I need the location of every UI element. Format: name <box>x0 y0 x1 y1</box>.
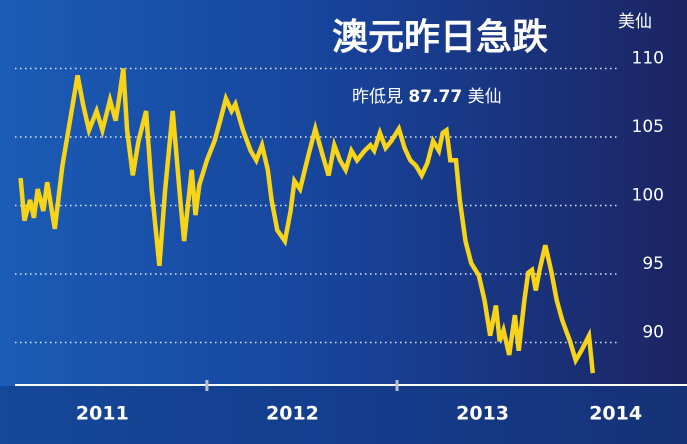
y-tick-label: 100 <box>632 186 664 206</box>
annotation-prefix: 昨低見 <box>352 87 403 107</box>
line <box>18 68 596 374</box>
x-tick-label: 2012 <box>266 403 319 425</box>
chart-title: 澳元昨日急跌 <box>332 16 548 58</box>
y-tick-label: 95 <box>642 254 664 274</box>
annotation: 昨低見 87.77 美仙 <box>352 87 502 107</box>
x-tick-label: 2013 <box>456 403 509 425</box>
x-tick-label: 2011 <box>76 403 129 425</box>
x-tick-label: 2014 <box>589 403 642 425</box>
y-tick-label: 105 <box>632 117 664 137</box>
y-tick-label: 90 <box>642 323 664 343</box>
unit-label: 美仙 <box>618 12 652 32</box>
axis-band <box>0 386 687 444</box>
annotation-value: 87.77 <box>408 87 462 107</box>
y-tick-label: 110 <box>632 49 664 69</box>
annotation-suffix: 美仙 <box>468 87 502 107</box>
